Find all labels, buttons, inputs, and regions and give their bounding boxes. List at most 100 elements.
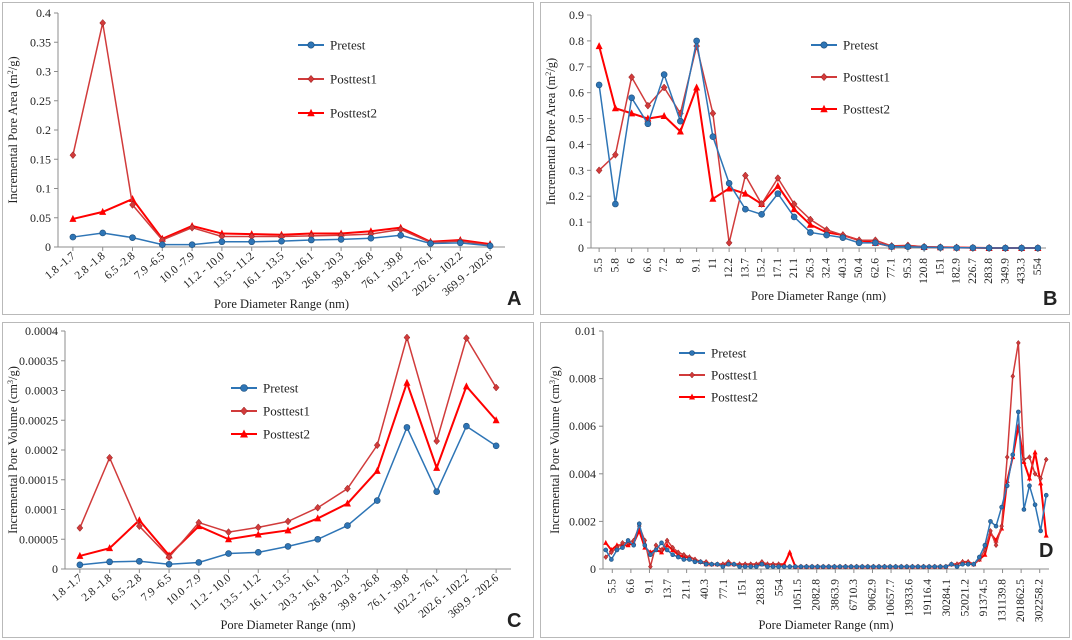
chart-d-x-tick-label: 9.1 (643, 579, 655, 594)
chart-c-point-pretest (344, 522, 351, 529)
chart-b-x-tick-label: 15.2 (756, 258, 768, 278)
chart-b-x-tick-label: 6 (626, 258, 638, 264)
chart-a-x-tick-label: 1.8 -1.7 (43, 250, 78, 282)
chart-b-y-tick-label: 0.6 (569, 86, 584, 100)
chart-b-point-pretest (888, 243, 895, 251)
chart-c-point-posttest2 (373, 466, 381, 474)
chart-d-point-pretest (770, 564, 776, 569)
chart-d-point-pretest (809, 564, 815, 569)
chart-c-point-posttest2 (225, 535, 233, 543)
chart-d-point-pretest (1032, 502, 1038, 508)
chart-c-legend-posttest2: Posttest2 (231, 427, 310, 442)
chart-d-point-pretest (893, 564, 898, 569)
chart-b-point-posttest2 (790, 205, 798, 213)
chart-b-x-tick-label: 226.7 (967, 258, 979, 284)
chart-d-point-posttest1 (1010, 373, 1016, 380)
chart-b-point-posttest2 (709, 194, 717, 202)
chart-d-point-pretest (642, 542, 648, 548)
chart-c-point-posttest1 (225, 528, 232, 536)
chart-b-line-pretest (598, 40, 1038, 249)
chart-b-x-tick-label: 9.1 (691, 258, 703, 273)
chart-b-point-posttest1 (709, 109, 717, 118)
chart-d-y-axis-title-sup: 3 (548, 380, 557, 384)
chart-c-y-axis-title-sup: 3 (6, 380, 15, 384)
chart-b-x-tick-label: 120.8 (918, 258, 930, 284)
chart-d-point-pretest (781, 564, 787, 569)
chart-b-point-pretest (628, 94, 635, 102)
chart-b-legend-marker-posttest2 (820, 104, 828, 113)
chart-b-point-posttest1 (725, 238, 733, 247)
chart-d-point-pretest (614, 547, 620, 553)
chart-b-point-posttest2 (611, 104, 619, 112)
chart-a-point-pretest (456, 239, 464, 247)
chart-a-y-axis-title-sup: 2 (6, 70, 15, 74)
chart-b-point-posttest2 (725, 184, 733, 192)
chart-b-x-tick-label: 62.6 (869, 258, 881, 278)
chart-a-point-pretest (218, 238, 226, 246)
chart-a-legend-pretest: Pretest (298, 38, 366, 53)
chart-d-series-posttest2 (603, 423, 1049, 569)
chart-d-x-tick-label: 6710.3 (848, 579, 860, 611)
chart-a-point-pretest (129, 234, 136, 241)
chart-d-x-tick-label: 201862.5 (1015, 579, 1027, 622)
chart-d-legend-marker-pretest (689, 350, 695, 356)
chart-b-x-tick-label: 283.8 (983, 258, 995, 284)
chart-d-point-pretest (742, 564, 748, 569)
chart-b-x-tick-label: 12.2 (723, 258, 735, 278)
chart-b-x-tick-label: 8 (674, 258, 686, 264)
chart-d-point-pretest (848, 564, 854, 569)
chart-d-point-pretest (943, 564, 949, 569)
chart-b-y-axis-title-sup: 2 (544, 72, 553, 76)
chart-b-point-pretest (709, 133, 717, 140)
chart-c-point-posttest2 (492, 416, 500, 424)
chart-d-point-pretest (1004, 483, 1010, 488)
chart-b-x-tick-label: 32.4 (821, 258, 833, 278)
chart-a-point-pretest (159, 241, 166, 248)
chart-a-y-axis-title-main: Incremental Pore Area (m (6, 74, 20, 204)
chart-a-series-posttest1 (69, 19, 494, 250)
chart-c-series-posttest1 (76, 333, 500, 561)
chart-d-x-tick-label: 283.8 (755, 579, 767, 605)
chart-d-y-axis-title: Incremental Pore Volume (cm3/g) (548, 366, 563, 534)
chart-b-point-pretest (807, 229, 814, 236)
chart-d-point-posttest1 (1004, 454, 1010, 461)
chart-a-y-tick-label: 0 (45, 240, 51, 254)
chart-c-x-tick-label: 1.8 -1.7 (50, 572, 85, 604)
chart-a-series-pretest (69, 229, 494, 250)
chart-c-point-pretest (373, 497, 381, 504)
chart-b-point-pretest (774, 190, 782, 197)
chart-b-x-axis-title: Pore Diameter Range (nm) (751, 289, 886, 303)
chart-c-point-posttest1 (314, 503, 322, 512)
chart-d-point-posttest2 (636, 527, 642, 533)
chart-b-point-posttest2 (693, 83, 701, 91)
chart-b-y-tick-label: 0.8 (569, 34, 584, 48)
chart-c-point-pretest (433, 488, 440, 495)
chart-c-svg: 0 0.00005 0.0001 0.00015 0.0002 0.00025 0.0003… (6, 324, 522, 632)
chart-b-y-axis-title-main: Incremental Pore Area (m (544, 75, 558, 205)
chart-b-point-posttest1 (758, 200, 765, 208)
chart-d-point-pretest (798, 564, 804, 569)
chart-d-point-pretest (832, 564, 837, 569)
chart-a-x-tick-label: 2.8 -1.8 (73, 250, 108, 282)
chart-d-point-pretest (765, 564, 770, 569)
chart-d-y-tick-label: 0 (590, 562, 596, 576)
chart-b-x-tick-label: 349.9 (999, 258, 1011, 284)
chart-c-y-tick-label: 0.00035 (19, 354, 58, 368)
chart-a-point-pretest (307, 236, 315, 244)
chart-d-point-pretest (826, 564, 832, 569)
chart-d-point-posttest1 (603, 554, 609, 561)
chart-d-y-tick-label: 0.006 (569, 419, 596, 433)
chart-b-point-pretest (855, 239, 863, 247)
chart-d-x-axis-title: Pore Diameter Range (nm) (758, 618, 893, 632)
chart-d-point-posttest2 (1043, 532, 1049, 538)
chart-d-point-pretest (636, 521, 642, 527)
chart-d-point-pretest (675, 554, 681, 560)
chart-b-point-pretest (725, 179, 733, 187)
chart-d-point-posttest1 (670, 544, 676, 551)
chart-d-x-tick-label: 13933.6 (904, 579, 916, 617)
chart-c-y-axis-title: Incremental Pore Volume (cm3/g) (6, 366, 21, 534)
chart-c-legend-marker-posttest2 (240, 429, 248, 438)
chart-a-legend-posttest1: Posttest1 (298, 72, 377, 87)
chart-d-point-posttest2 (1038, 480, 1044, 486)
chart-d-point-posttest1 (659, 547, 664, 553)
